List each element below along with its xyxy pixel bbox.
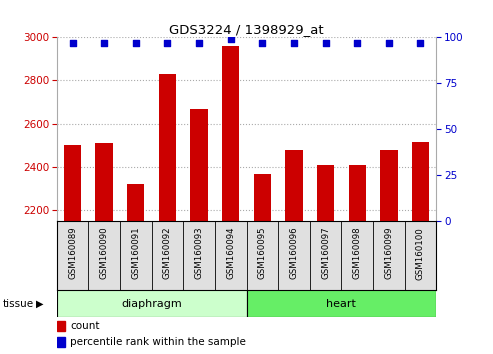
Bar: [57, 321, 65, 331]
Point: [132, 40, 140, 46]
Bar: [96, 143, 113, 221]
Bar: [159, 74, 176, 221]
Bar: [222, 46, 240, 221]
Text: tissue: tissue: [2, 298, 34, 309]
Text: GSM160090: GSM160090: [100, 227, 108, 279]
Bar: [190, 109, 208, 221]
Text: GSM160094: GSM160094: [226, 227, 235, 279]
Bar: [127, 184, 144, 221]
Text: GSM160093: GSM160093: [195, 227, 204, 279]
Text: GSM160089: GSM160089: [68, 227, 77, 279]
Point: [164, 40, 172, 46]
Text: GSM160099: GSM160099: [385, 227, 393, 279]
Bar: [349, 165, 366, 221]
Point: [353, 40, 361, 46]
Point: [195, 40, 203, 46]
Text: ▶: ▶: [36, 298, 43, 309]
Point: [385, 40, 393, 46]
Text: count: count: [70, 321, 100, 331]
Bar: [285, 150, 303, 221]
Text: GSM160092: GSM160092: [163, 227, 172, 279]
Bar: [380, 150, 397, 221]
Text: GSM160097: GSM160097: [321, 227, 330, 279]
Bar: [57, 290, 246, 317]
Point: [258, 40, 266, 46]
Bar: [246, 290, 436, 317]
Title: GDS3224 / 1398929_at: GDS3224 / 1398929_at: [169, 23, 324, 36]
Text: GSM160096: GSM160096: [289, 227, 298, 279]
Bar: [57, 337, 65, 347]
Point: [227, 36, 235, 42]
Bar: [412, 142, 429, 221]
Text: diaphragm: diaphragm: [121, 298, 182, 309]
Bar: [317, 165, 334, 221]
Text: GSM160095: GSM160095: [258, 227, 267, 279]
Bar: [64, 145, 81, 221]
Point: [290, 40, 298, 46]
Text: GSM160100: GSM160100: [416, 227, 425, 280]
Text: percentile rank within the sample: percentile rank within the sample: [70, 337, 246, 347]
Text: GSM160098: GSM160098: [352, 227, 362, 279]
Point: [100, 40, 108, 46]
Bar: [253, 173, 271, 221]
Text: GSM160091: GSM160091: [131, 227, 141, 279]
Point: [417, 40, 424, 46]
Text: heart: heart: [326, 298, 356, 309]
Point: [321, 40, 329, 46]
Point: [69, 40, 76, 46]
